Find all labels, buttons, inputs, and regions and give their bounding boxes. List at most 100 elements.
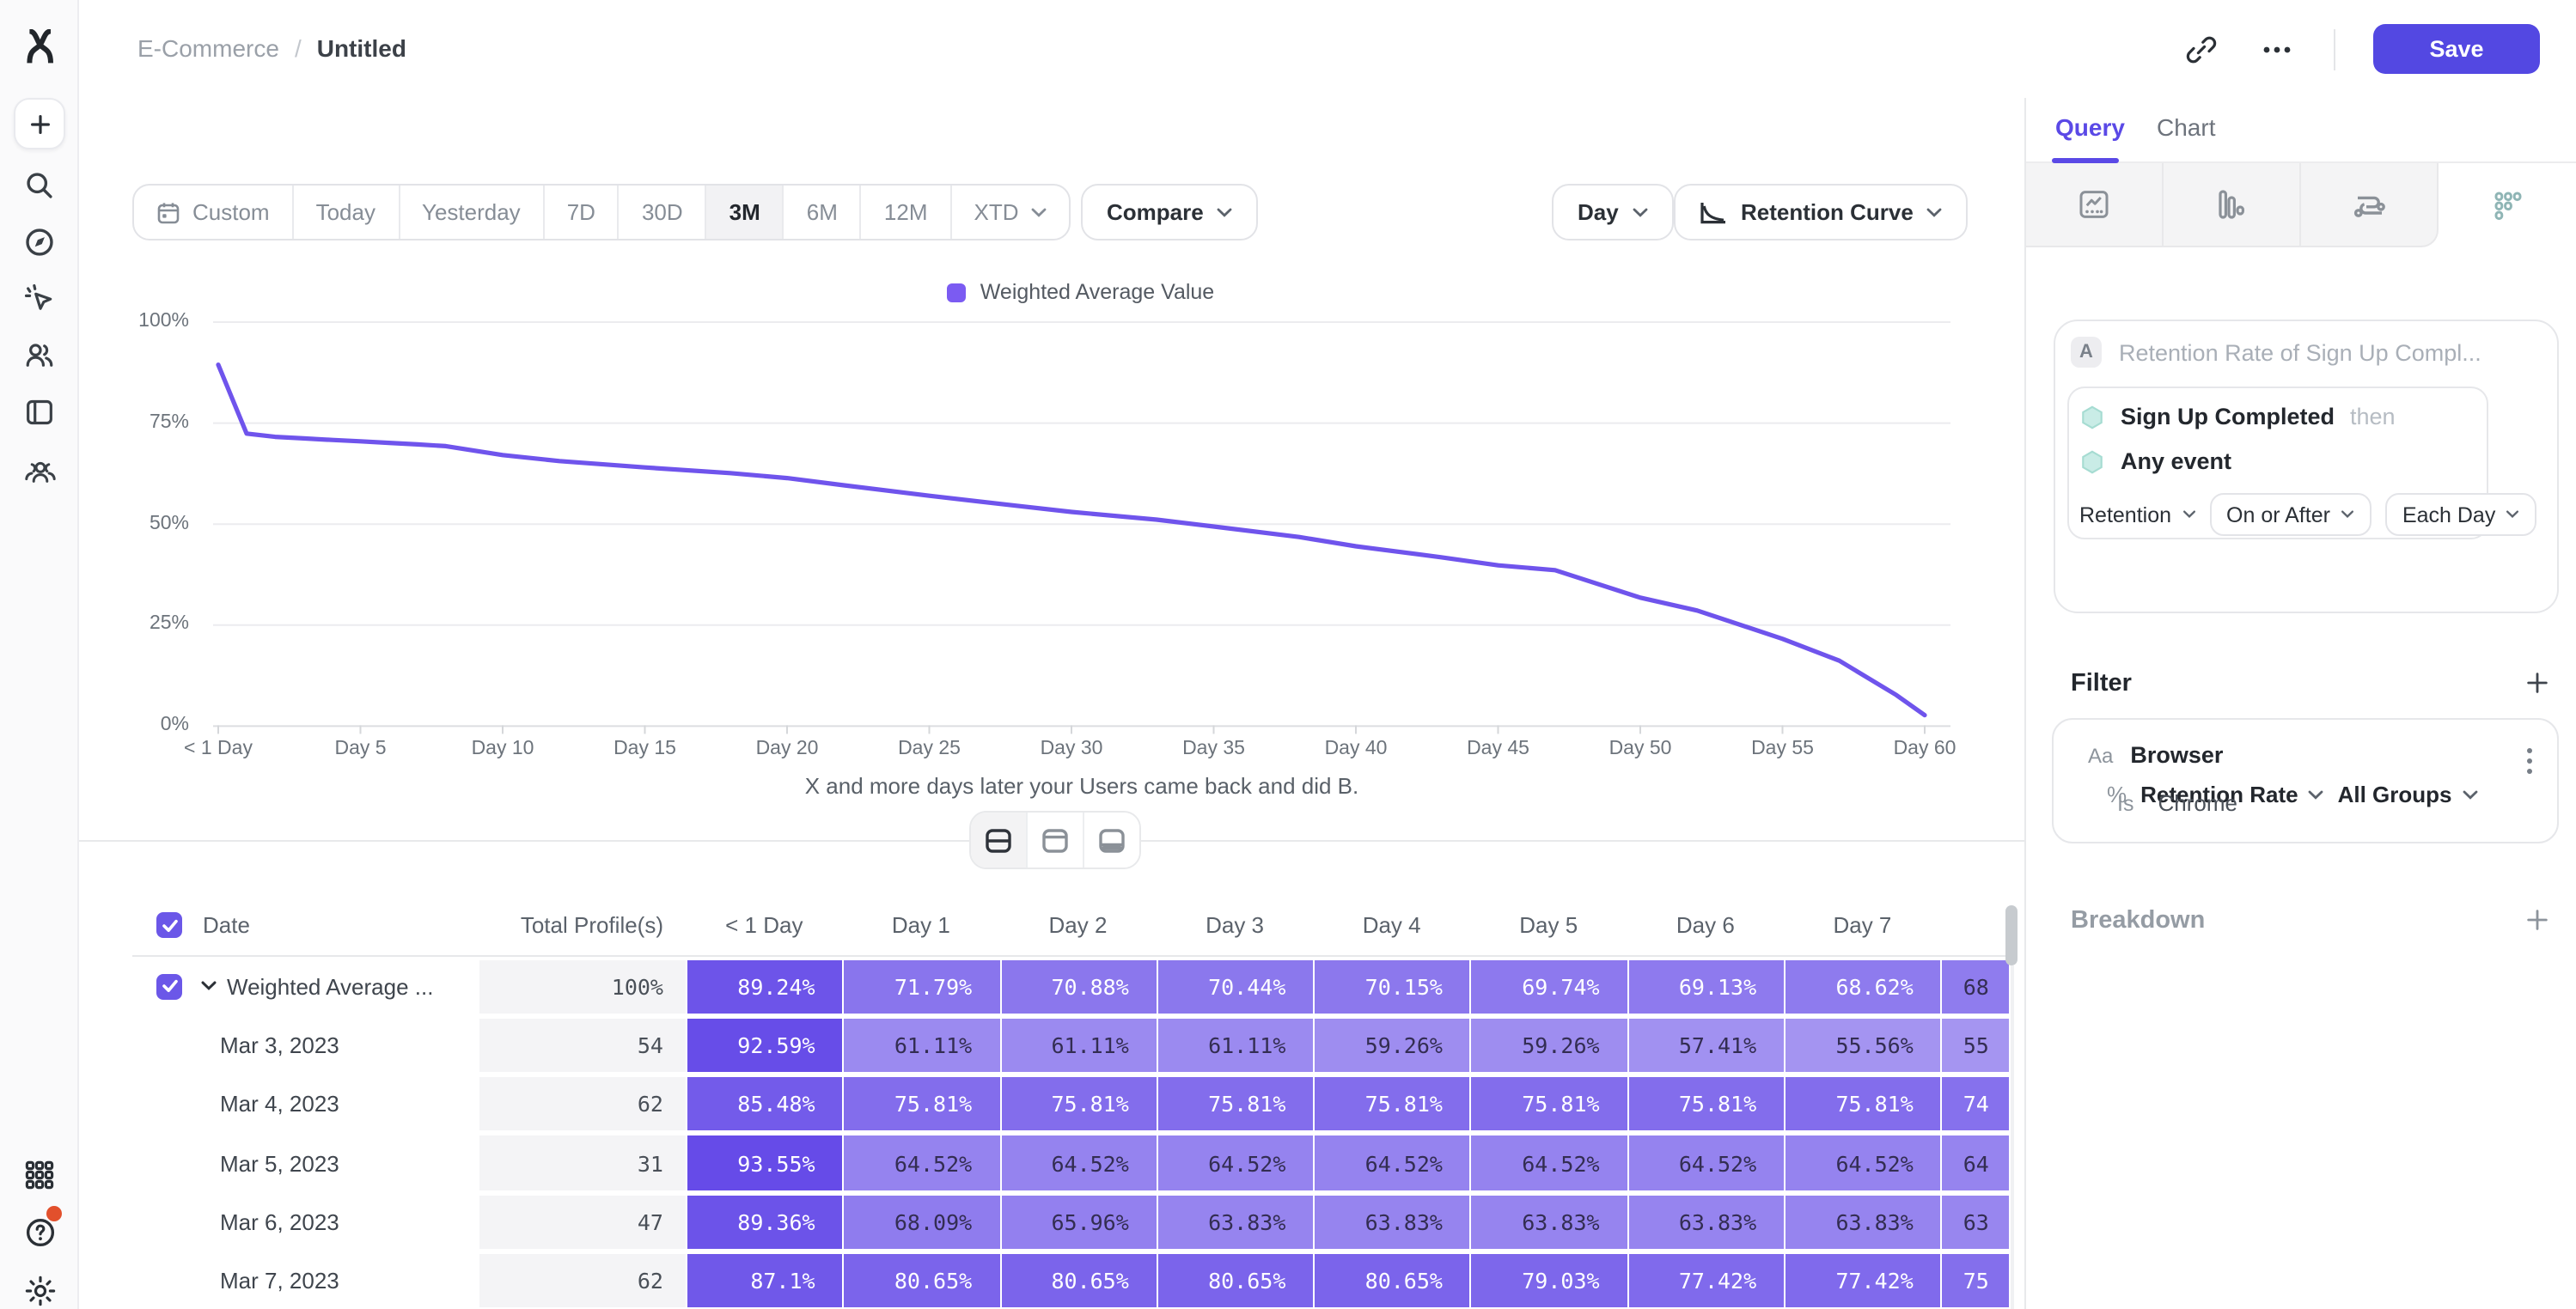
range-custom[interactable]: Custom [134, 186, 292, 239]
retention-cell[interactable]: 80.65% [1001, 1253, 1157, 1308]
retention-cell[interactable]: 75.81% [1315, 1077, 1470, 1131]
retention-cell[interactable]: 70.15% [1315, 959, 1470, 1014]
chart-kind-retention[interactable] [2439, 163, 2576, 247]
retention-cell-partial[interactable]: 55 [1942, 1018, 2009, 1073]
retention-cell[interactable]: 69.74% [1471, 959, 1627, 1014]
retention-cell[interactable]: 70.88% [1001, 959, 1157, 1014]
retention-cell[interactable]: 80.65% [1157, 1253, 1314, 1308]
retention-cell[interactable]: 59.26% [1471, 1018, 1627, 1073]
breadcrumb-parent[interactable]: E-Commerce [137, 34, 279, 62]
table-row[interactable]: Mar 7, 2023 62 87.1% 80.65% 80.65% 80.65% 80.6… [132, 1251, 2009, 1309]
range-6m[interactable]: 6M [782, 186, 860, 239]
sidebar-item-actions[interactable] [0, 278, 79, 320]
measure-dropdown[interactable]: Retention Rate [2140, 782, 2323, 807]
retention-cell[interactable]: 63.83% [1471, 1195, 1627, 1249]
range-today[interactable]: Today [291, 186, 398, 239]
retention-cell[interactable]: 93.55% [687, 1135, 843, 1190]
filter-card[interactable]: Aa Browser Is Chrome [2052, 718, 2559, 843]
sidebar-item-apps[interactable] [0, 1156, 79, 1194]
table-row[interactable]: Mar 6, 2023 47 89.36% 68.09% 65.96% 63.83% 63.… [132, 1192, 2009, 1251]
sidebar-item-settings[interactable] [0, 1271, 79, 1309]
retention-cell-partial[interactable]: 64 [1942, 1135, 2009, 1190]
retention-cell[interactable]: 65.96% [1001, 1195, 1157, 1249]
retention-cell[interactable]: 64.52% [1315, 1135, 1470, 1190]
table-row[interactable]: Mar 4, 2023 62 85.48% 75.81% 75.81% 75.81% 75.… [132, 1075, 2009, 1134]
retention-cell-partial[interactable]: 74 [1942, 1077, 2009, 1131]
retention-cell[interactable]: 64.52% [1157, 1135, 1314, 1190]
retention-cell[interactable]: 89.24% [687, 959, 843, 1014]
retention-cell[interactable]: 63.83% [1785, 1195, 1941, 1249]
retention-cell[interactable]: 79.03% [1471, 1253, 1627, 1308]
tab-chart[interactable]: Chart [2157, 113, 2216, 141]
range-30d[interactable]: 30D [617, 186, 705, 239]
retention-cell[interactable]: 63.83% [1315, 1195, 1470, 1249]
chart-type-dropdown[interactable]: Retention Curve [1674, 184, 1969, 240]
retention-interval-dropdown[interactable]: Each Day [2384, 493, 2537, 536]
chart-kind-funnel[interactable] [2164, 163, 2301, 247]
filter-menu-button[interactable] [2523, 744, 2536, 778]
query-name-input[interactable]: Retention Rate of Sign Up Compl... [2119, 339, 2481, 365]
retention-cell[interactable]: 61.11% [1157, 1018, 1314, 1073]
retention-cell[interactable]: 89.36% [687, 1195, 843, 1249]
range-3m[interactable]: 3M [705, 186, 783, 239]
retention-cell[interactable]: 77.42% [1785, 1253, 1941, 1308]
retention-cell[interactable]: 70.44% [1157, 959, 1314, 1014]
filter-value[interactable]: Chrome [2158, 790, 2237, 816]
retention-cell[interactable]: 75.81% [844, 1077, 1000, 1131]
retention-cell[interactable]: 92.59% [687, 1018, 843, 1073]
retention-cell[interactable]: 71.79% [844, 959, 1000, 1014]
table-row[interactable]: Mar 5, 2023 31 93.55% 64.52% 64.52% 64.52% 64.… [132, 1134, 2009, 1193]
create-new-button[interactable] [14, 98, 65, 149]
table-row[interactable]: Mar 3, 2023 54 92.59% 61.11% 61.11% 61.11% 59.… [132, 1016, 2009, 1075]
retention-cell[interactable]: 64.52% [1001, 1135, 1157, 1190]
sidebar-item-users[interactable] [0, 335, 79, 376]
retention-cell[interactable]: 80.65% [844, 1253, 1000, 1308]
tab-query[interactable]: Query [2055, 113, 2125, 141]
chart-kind-flow[interactable] [2301, 163, 2439, 247]
view-toggle-split[interactable] [971, 813, 1026, 868]
retention-cell[interactable]: 75.81% [1471, 1077, 1627, 1131]
range-12m[interactable]: 12M [859, 186, 950, 239]
retention-cell[interactable]: 61.11% [844, 1018, 1000, 1073]
add-filter-button[interactable] [2521, 667, 2554, 699]
retention-cell[interactable]: 63.83% [1157, 1195, 1314, 1249]
retention-cell[interactable]: 64.52% [1785, 1135, 1941, 1190]
breadcrumb-current-title[interactable]: Untitled [316, 34, 406, 62]
retention-cell[interactable]: 85.48% [687, 1077, 843, 1131]
retention-cell[interactable]: 75.81% [1157, 1077, 1314, 1131]
granularity-dropdown[interactable]: Day [1552, 184, 1674, 240]
retention-cell[interactable]: 75.81% [1785, 1077, 1941, 1131]
copy-link-button[interactable] [2182, 30, 2220, 68]
table-scrollbar[interactable] [2005, 905, 2017, 965]
retention-cell[interactable]: 57.41% [1628, 1018, 1785, 1073]
retention-cell[interactable]: 69.13% [1628, 959, 1785, 1014]
compare-button[interactable]: Compare [1081, 184, 1259, 240]
save-button[interactable]: Save [2373, 24, 2540, 74]
event-b-row[interactable]: Any event [2079, 448, 2231, 474]
sidebar-item-help[interactable] [0, 1206, 79, 1251]
row-checkbox[interactable] [156, 912, 182, 938]
sidebar-item-search[interactable] [0, 165, 79, 206]
sidebar-item-discover[interactable] [0, 222, 79, 263]
add-breakdown-button[interactable] [2521, 904, 2554, 936]
expand-chevron-icon[interactable] [201, 981, 217, 991]
event-a-row[interactable]: Sign Up Completed then [2079, 404, 2396, 429]
app-logo[interactable] [0, 26, 79, 67]
row-checkbox[interactable] [156, 973, 182, 1000]
sidebar-item-cohorts[interactable] [0, 450, 79, 491]
retention-cell[interactable]: 55.56% [1785, 1018, 1941, 1073]
retention-cell[interactable]: 61.11% [1001, 1018, 1157, 1073]
retention-mode-dropdown[interactable]: Retention [2079, 502, 2195, 527]
retention-cell-partial[interactable]: 75 [1942, 1253, 2009, 1308]
retention-cell[interactable]: 64.52% [1628, 1135, 1785, 1190]
filter-operator[interactable]: Is [2117, 791, 2134, 815]
retention-cell[interactable]: 64.52% [1471, 1135, 1627, 1190]
retention-cell[interactable]: 63.83% [1628, 1195, 1785, 1249]
range-yesterday[interactable]: Yesterday [398, 186, 543, 239]
groups-dropdown[interactable]: All Groups [2338, 782, 2478, 807]
range-7d[interactable]: 7D [542, 186, 618, 239]
range-xtd[interactable]: XTD [949, 186, 1069, 239]
sidebar-item-library[interactable] [0, 392, 79, 433]
retention-cell[interactable]: 87.1% [687, 1253, 843, 1308]
retention-cell[interactable]: 59.26% [1315, 1018, 1470, 1073]
